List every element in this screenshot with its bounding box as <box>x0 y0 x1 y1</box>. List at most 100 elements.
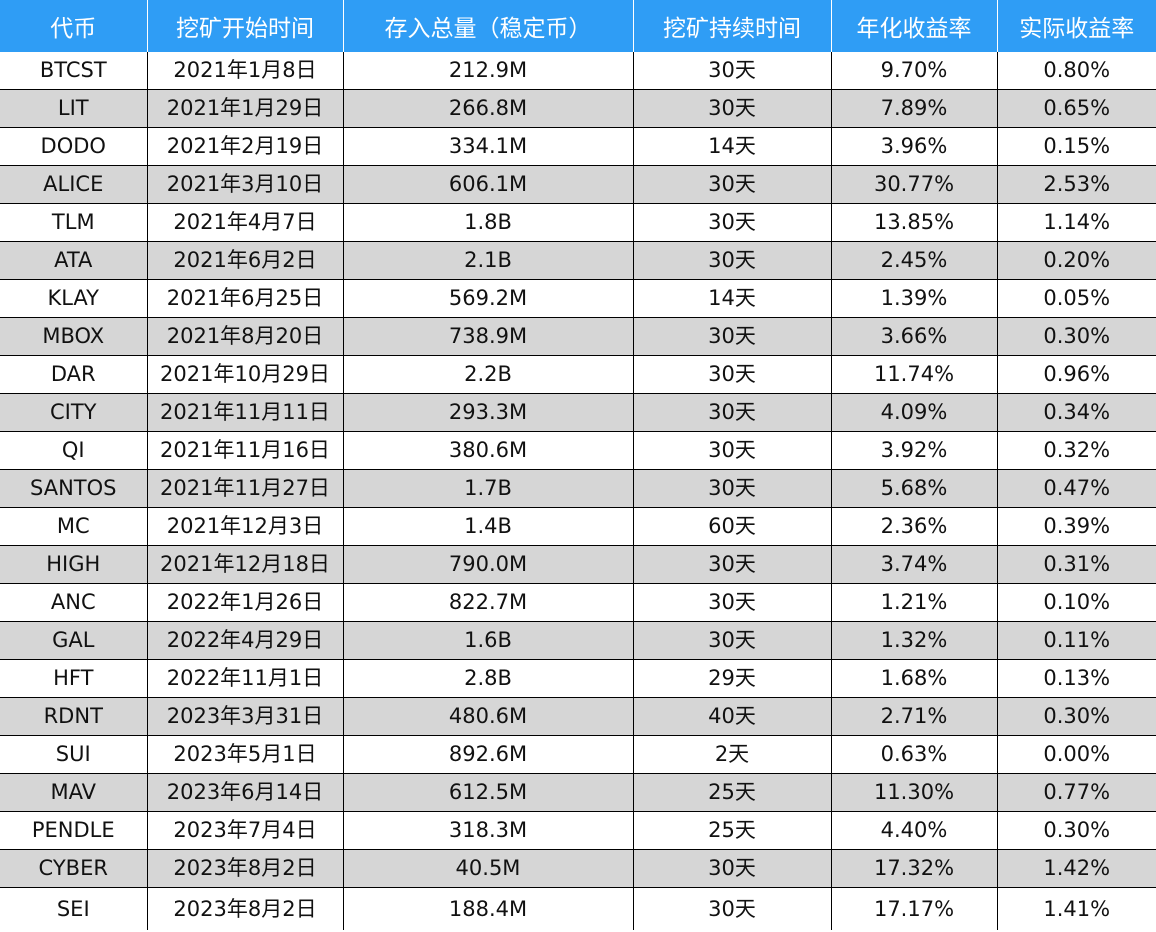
cell-token: LIT <box>0 89 147 128</box>
cell-annual-yield: 3.92% <box>830 431 997 470</box>
cell-start-date: 2021年4月7日 <box>146 203 343 242</box>
table-row: KLAY 2021年6月25日 569.2M 14天 1.39% 0.05% <box>0 279 1156 318</box>
cell-annual-yield: 1.21% <box>830 583 997 622</box>
cell-actual-yield: 0.05% <box>996 279 1156 318</box>
cell-duration: 30天 <box>632 241 831 280</box>
cell-start-date: 2023年8月2日 <box>146 887 343 930</box>
cell-token: CITY <box>0 393 147 432</box>
cell-start-date: 2022年4月29日 <box>146 621 343 660</box>
cell-actual-yield: 1.42% <box>996 849 1156 888</box>
cell-token: DAR <box>0 355 147 394</box>
cell-annual-yield: 1.39% <box>830 279 997 318</box>
cell-duration: 30天 <box>632 849 831 888</box>
header-mining-duration: 挖矿持续时间 <box>632 0 831 52</box>
cell-token: PENDLE <box>0 811 147 850</box>
table-row: QI 2021年11月16日 380.6M 30天 3.92% 0.32% <box>0 431 1156 470</box>
cell-actual-yield: 0.10% <box>996 583 1156 622</box>
cell-duration: 60天 <box>632 507 831 546</box>
cell-token: SUI <box>0 735 147 774</box>
cell-total-deposit: 480.6M <box>342 697 633 736</box>
table-row: ATA 2021年6月2日 2.1B 30天 2.45% 0.20% <box>0 241 1156 280</box>
cell-start-date: 2021年2月19日 <box>146 127 343 166</box>
cell-token: HIGH <box>0 545 147 584</box>
cell-duration: 14天 <box>632 127 831 166</box>
cell-token: SEI <box>56 896 90 921</box>
cell-total-deposit: 892.6M <box>342 735 633 774</box>
cell-actual-yield: 0.20% <box>996 241 1156 280</box>
cell-total-deposit: 606.1M <box>342 165 633 204</box>
cell-duration: 14天 <box>632 279 831 318</box>
cell-duration: 30天 <box>632 52 831 90</box>
cell-token: GAL <box>0 621 147 660</box>
cell-token: HFT <box>0 659 147 698</box>
cell-token: TLM <box>0 203 147 242</box>
cell-actual-yield: 0.80% <box>996 52 1156 90</box>
cell-actual-yield: 0.77% <box>996 773 1156 812</box>
cell-total-deposit: 266.8M <box>342 89 633 128</box>
header-token: 代币 <box>0 0 147 52</box>
table-row: TLM 2021年4月7日 1.8B 30天 13.85% 1.14% <box>0 203 1156 242</box>
cell-total-deposit: 738.9M <box>342 317 633 356</box>
header-row: 代币 挖矿开始时间 存入总量（稳定币） 挖矿持续时间 年化收益率 实际收益率 <box>0 0 1156 52</box>
cell-total-deposit: 318.3M <box>342 811 633 850</box>
cell-annual-yield: 3.74% <box>830 545 997 584</box>
cell-start-date: 2021年1月29日 <box>146 89 343 128</box>
cell-annual-yield: 7.89% <box>830 89 997 128</box>
cell-duration: 30天 <box>632 545 831 584</box>
cell-token: ALICE <box>0 165 147 204</box>
cell-actual-yield: 0.11% <box>996 621 1156 660</box>
cell-start-date: 2021年3月10日 <box>146 165 343 204</box>
table-row: SANTOS 2021年11月27日 1.7B 30天 5.68% 0.47% <box>0 469 1156 508</box>
cell-duration: 30天 <box>632 89 831 128</box>
cell-duration: 30天 <box>632 583 831 622</box>
cell-token: MBOX <box>0 317 147 356</box>
cell-token: ATA <box>0 241 147 280</box>
cell-actual-yield: 1.41% <box>996 887 1156 930</box>
table-row: GAL 2022年4月29日 1.6B 30天 1.32% 0.11% <box>0 621 1156 660</box>
cell-start-date: 2023年3月31日 <box>146 697 343 736</box>
cell-token: BTCST <box>0 52 147 90</box>
header-total-deposit: 存入总量（稳定币） <box>342 0 633 52</box>
cell-duration: 30天 <box>632 355 831 394</box>
table-row: MAV 2023年6月14日 612.5M 25天 11.30% 0.77% <box>0 773 1156 812</box>
table-row: LIT 2021年1月29日 266.8M 30天 7.89% 0.65% <box>0 89 1156 128</box>
cell-total-deposit: 1.7B <box>342 469 633 508</box>
cell-actual-yield: 0.00% <box>996 735 1156 774</box>
cell-duration: 30天 <box>632 469 831 508</box>
cell-duration: 25天 <box>632 773 831 812</box>
table-row: CITY 2021年11月11日 293.3M 30天 4.09% 0.34% <box>0 393 1156 432</box>
cell-start-date: 2021年11月16日 <box>146 431 343 470</box>
cell-actual-yield: 0.13% <box>996 659 1156 698</box>
cell-start-date: 2023年8月2日 <box>146 849 343 888</box>
cell-actual-yield: 2.53% <box>996 165 1156 204</box>
cell-actual-yield: 0.30% <box>996 317 1156 356</box>
table-row: BTCST 2021年1月8日 212.9M 30天 9.70% 0.80% <box>0 52 1156 90</box>
cell-token: ANC <box>0 583 147 622</box>
cell-total-deposit: 380.6M <box>342 431 633 470</box>
cell-total-deposit: 334.1M <box>342 127 633 166</box>
cell-annual-yield: 30.77% <box>830 165 997 204</box>
cell-duration: 30天 <box>632 393 831 432</box>
cell-duration: 30天 <box>632 887 831 930</box>
cell-annual-yield: 2.45% <box>830 241 997 280</box>
table-row: DODO 2021年2月19日 334.1M 14天 3.96% 0.15% <box>0 127 1156 166</box>
cell-start-date: 2023年6月14日 <box>146 773 343 812</box>
cell-annual-yield: 2.36% <box>830 507 997 546</box>
cell-total-deposit: 40.5M <box>342 849 633 888</box>
cell-annual-yield: 17.17% <box>830 887 997 930</box>
cell-annual-yield: 3.96% <box>830 127 997 166</box>
header-mining-start-date: 挖矿开始时间 <box>146 0 343 52</box>
cell-start-date: 2021年6月25日 <box>146 279 343 318</box>
cell-token: DODO <box>0 127 147 166</box>
cell-token: CYBER <box>0 849 147 888</box>
cell-total-deposit: 2.1B <box>342 241 633 280</box>
cell-duration: 40天 <box>632 697 831 736</box>
cell-actual-yield: 0.31% <box>996 545 1156 584</box>
cell-start-date: 2022年11月1日 <box>146 659 343 698</box>
table-body: BTCST 2021年1月8日 212.9M 30天 9.70% 0.80% LIT 2021… <box>0 52 1156 930</box>
cell-annual-yield: 4.09% <box>830 393 997 432</box>
cell-total-deposit: 822.7M <box>342 583 633 622</box>
cell-total-deposit: 2.8B <box>342 659 633 698</box>
cell-total-deposit: 2.2B <box>342 355 633 394</box>
cell-start-date: 2023年5月1日 <box>146 735 343 774</box>
